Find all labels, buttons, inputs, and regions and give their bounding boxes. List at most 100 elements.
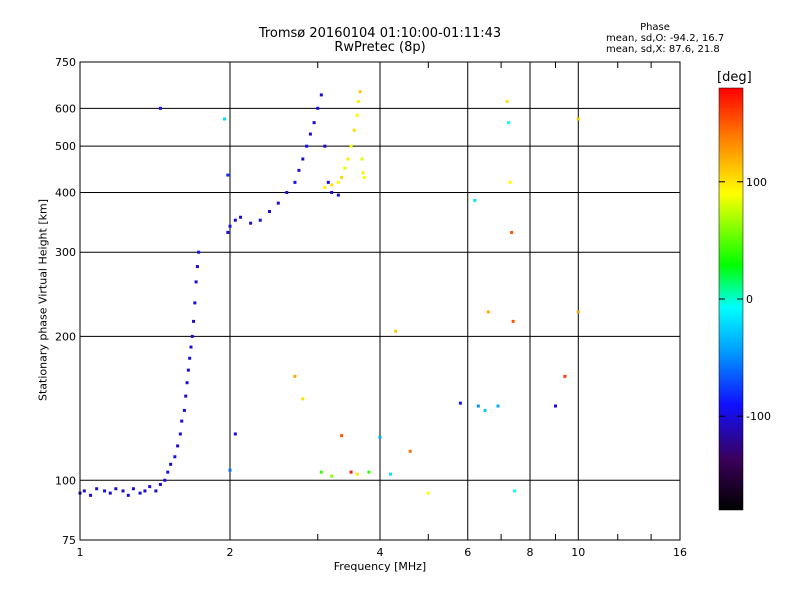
data-point [192, 319, 196, 323]
data-point [346, 157, 350, 161]
data-point [476, 404, 480, 408]
data-point [194, 280, 198, 284]
phase-stats-heading: Phase [640, 22, 670, 33]
data-point [267, 210, 271, 214]
data-point [182, 408, 186, 412]
data-point [343, 166, 347, 170]
data-point [226, 173, 230, 177]
data-point [293, 180, 297, 184]
grid-lines [80, 62, 680, 540]
y-tick-label: 300 [55, 246, 76, 259]
data-point [356, 100, 360, 104]
data-point [319, 470, 323, 474]
data-point [340, 175, 344, 179]
data-point [285, 190, 289, 194]
colorbar-tick-label: 0 [746, 293, 753, 306]
data-point [89, 493, 93, 497]
data-point [185, 381, 189, 385]
data-point [131, 487, 135, 491]
y-tick-label: 500 [55, 140, 76, 153]
data-point [197, 250, 201, 254]
data-point [158, 106, 162, 110]
x-tick-label: 1 [77, 546, 84, 559]
data-point [330, 183, 334, 187]
x-axis-label: Frequency [MHz] [333, 560, 427, 573]
data-point [305, 144, 309, 148]
data-point [367, 470, 371, 474]
data-point [576, 117, 580, 121]
data-point [360, 157, 364, 161]
data-point [511, 319, 515, 323]
colorbar-tick-label: 100 [746, 176, 767, 189]
data-point [349, 470, 353, 474]
phase-stats-o-mode: mean, sd,O: -94.2, 16.7 [606, 33, 725, 44]
data-point [297, 168, 301, 172]
data-point [189, 345, 193, 349]
data-point [180, 419, 184, 423]
data-point [483, 408, 487, 412]
data-point [258, 218, 262, 222]
data-point [228, 224, 232, 228]
data-point [486, 310, 490, 314]
data-point [378, 435, 382, 439]
data-point [301, 157, 305, 161]
data-point [239, 215, 243, 219]
data-point [228, 468, 232, 472]
data-point [505, 100, 509, 104]
data-point [158, 482, 162, 486]
data-point [408, 449, 412, 453]
data-point [361, 171, 365, 175]
data-point [103, 489, 107, 493]
data-point [355, 113, 359, 117]
colorbar-unit-label: [deg] [717, 70, 752, 85]
data-point [349, 144, 353, 148]
data-point [166, 470, 170, 474]
data-point [163, 478, 167, 482]
data-point [358, 90, 362, 94]
data-point [126, 493, 130, 497]
data-point [226, 230, 230, 234]
data-point [195, 265, 199, 269]
data-point [426, 491, 430, 495]
data-point [95, 487, 99, 491]
chart-subtitle: RwPretec (8p) [334, 40, 426, 55]
data-point [178, 432, 182, 436]
data-point [121, 489, 125, 493]
data-point [176, 444, 180, 448]
x-tick-label: 8 [527, 546, 534, 559]
plot-frame [79, 61, 681, 541]
data-point [340, 434, 344, 438]
data-point [553, 404, 557, 408]
data-point [473, 198, 477, 202]
y-tick-label: 600 [55, 102, 76, 115]
data-point [355, 472, 359, 476]
x-tick-label: 4 [377, 546, 384, 559]
x-tick-label: 2 [227, 546, 234, 559]
data-point [186, 368, 190, 372]
data-point [508, 180, 512, 184]
y-tick-label: 100 [55, 474, 76, 487]
data-point [223, 117, 227, 121]
data-point [330, 474, 334, 478]
data-point [336, 180, 340, 184]
y-tick-label: 750 [55, 56, 76, 69]
data-point [312, 121, 316, 125]
data-point [496, 404, 500, 408]
x-tick-label: 6 [464, 546, 471, 559]
data-point [173, 455, 177, 459]
data-point [293, 374, 297, 378]
data-point [193, 301, 197, 305]
axis-ticks: 1 2 4 6 8 10 16 75 100 200 300 400 500 600 750 [55, 56, 687, 559]
data-point [323, 144, 327, 148]
data-point [362, 175, 366, 179]
data-point [249, 221, 253, 225]
data-point [184, 394, 188, 398]
colorbar-ticks: -100 0 100 [719, 176, 771, 423]
data-point [319, 93, 323, 97]
data-point [308, 132, 312, 136]
data-point [326, 180, 330, 184]
data-point [563, 374, 567, 378]
data-point [188, 356, 192, 360]
x-tick-label: 16 [673, 546, 687, 559]
